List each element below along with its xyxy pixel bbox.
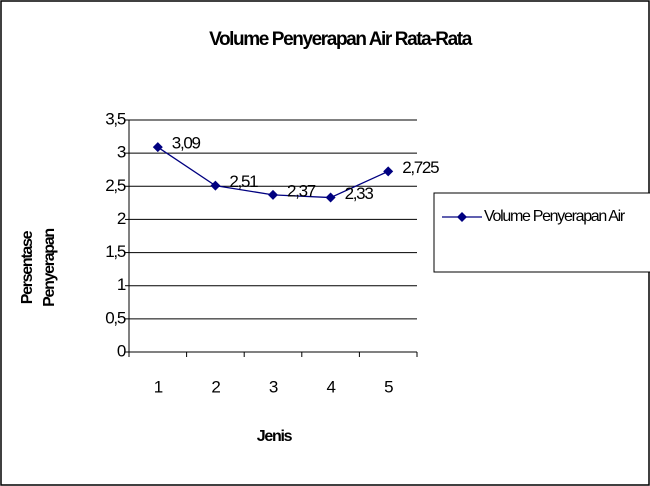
y-tick-label: 2 (117, 209, 126, 228)
legend-entry-box: Volume Penyerapan Air (484, 208, 625, 225)
x-tick-label: 3 (269, 377, 278, 396)
legend-box (433, 192, 650, 273)
x-tick-label: 5 (384, 377, 393, 396)
x-tick-label: 2 (211, 377, 220, 396)
legend-entry: Volume Penyerapan Air (484, 208, 625, 225)
y-axis-label: Persentase Penyerapan (19, 229, 58, 307)
x-axis-label: Jenis (257, 428, 293, 445)
y-tick-label: 0,5 (105, 308, 126, 327)
data-label: 2,51 (229, 172, 258, 191)
y-tick-label: 3,5 (105, 109, 126, 128)
data-point (268, 189, 278, 200)
legend-marker (457, 212, 467, 222)
data-point (210, 180, 221, 191)
data-point (152, 142, 163, 153)
y-tick-label: 1,5 (105, 242, 126, 261)
y-tick-label: 0 (117, 341, 126, 360)
x-tick-label: 1 (154, 377, 163, 396)
data-point (325, 192, 336, 203)
y-tick-label: 2,5 (105, 176, 126, 195)
data-point (383, 166, 394, 177)
data-label: 2,33 (345, 184, 374, 203)
x-tick-label: 4 (327, 377, 336, 396)
data-label: 2,37 (287, 181, 316, 200)
y-tick-label: 1 (117, 275, 126, 294)
data-label: 3,09 (172, 134, 201, 153)
y-axis-label-box: Persentase Penyerapan (19, 229, 58, 307)
y-tick-label: 3 (117, 143, 126, 162)
chart-title: Volume Penyerapan Air Rata-Rata (209, 29, 473, 50)
data-label: 2,725 (402, 158, 439, 177)
